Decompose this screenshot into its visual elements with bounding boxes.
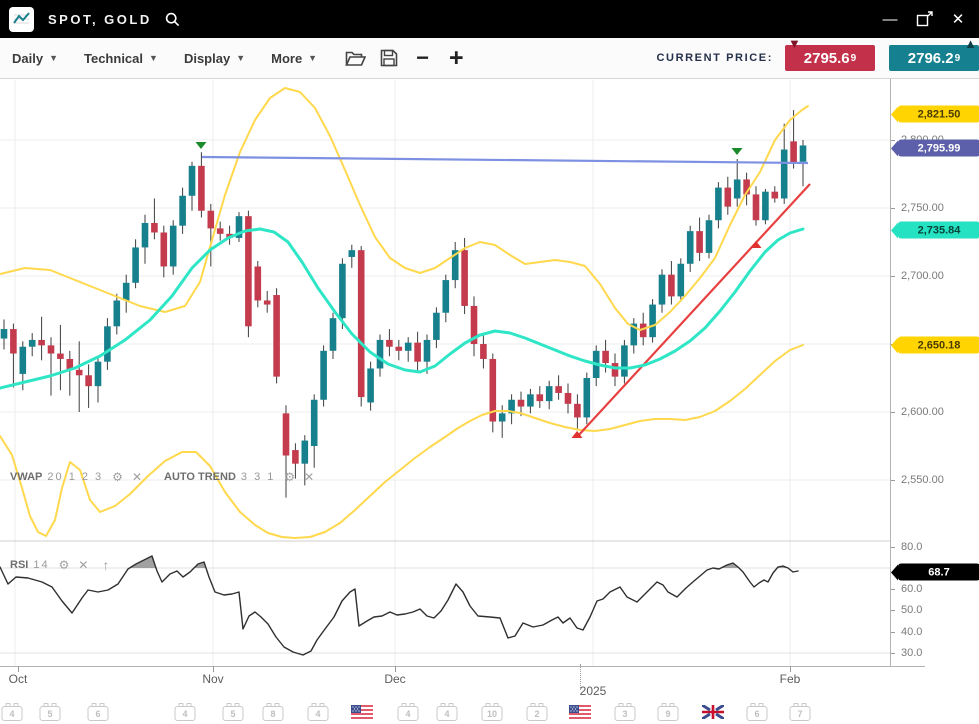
calendar-event-icon[interactable]: 6 [747,706,768,721]
open-folder-icon[interactable] [345,50,366,67]
vwap-name: VWAP [10,471,42,483]
rsi-value-tag: 68.7 [898,564,979,581]
month-label: Oct [9,672,28,686]
close-icon[interactable]: ✕ [132,470,142,484]
axis-tick [891,653,895,654]
save-icon[interactable] [380,49,398,67]
axis-tick [891,589,895,590]
axis-tick [891,208,895,209]
month-label: Dec [384,672,405,686]
bid-price-box[interactable]: ▼ 2795.69 [785,45,875,71]
ask-price: 2796.2 [908,50,954,67]
vwap-params: 20 1 2 3 [47,471,103,483]
calendar-event-icon[interactable]: 3 [615,706,636,721]
chevron-down-icon: ▼ [49,53,58,63]
app-logo-icon [9,7,34,32]
arrow-up-icon[interactable]: ↑ [102,557,109,573]
calendar-event-icon[interactable]: 4 [398,706,419,721]
price-tag: 2,821.50 [898,106,979,123]
minimize-button[interactable]: — [881,10,899,28]
rsi-tick-label: 50.0 [901,604,922,616]
gear-icon[interactable]: ⚙ [284,470,295,484]
price-tag: 2,735.84 [898,222,979,239]
arrow-down-icon: ▼ [788,37,801,50]
search-icon[interactable] [165,12,180,27]
gear-icon[interactable]: ⚙ [112,470,123,484]
rsi-tick-label: 80.0 [901,541,922,553]
price-tag: 2,795.99 [898,140,979,157]
calendar-event-icon[interactable]: 5 [40,706,61,721]
chevron-down-icon: ▼ [236,53,245,63]
close-button[interactable]: ✕ [949,10,967,28]
toolbar: Daily ▼ Technical ▼ Display ▼ More ▼ − +… [0,38,979,79]
axis-tick [891,632,895,633]
rsi-name: RSI [10,559,28,571]
price-tick-label: 2,750.00 [901,202,944,214]
time-axis-line [0,666,925,667]
vwap-indicator-label: VWAP 20 1 2 3 ⚙ ✕ AUTO TREND 3 3 1 ⚙ ✕ [10,470,314,484]
price-tag: 2,650.18 [898,337,979,354]
menu-daily[interactable]: Daily ▼ [12,51,72,66]
month-label: Nov [202,672,223,686]
menu-display[interactable]: Display ▼ [184,51,259,66]
rsi-indicator-label: RSI 14 ⚙ ✕ ↑ [10,557,109,573]
axis-tick [891,610,895,611]
month-label: 2025 [580,684,607,698]
calendar-event-icon[interactable]: 7 [790,706,811,721]
calendar-event-icon[interactable]: 4 [2,706,23,721]
rsi-tick-label: 40.0 [901,626,922,638]
calendar-event-icon[interactable]: 5 [223,706,244,721]
calendar-event-icon[interactable]: 10 [482,706,503,721]
chevron-down-icon: ▼ [308,53,317,63]
auto-trend-params: 3 3 1 [241,471,275,483]
axis-tick [891,412,895,413]
rsi-tick-label: 60.0 [901,583,922,595]
symbol-title: SPOT, GOLD [48,12,152,27]
chevron-down-icon: ▼ [149,53,158,63]
zoom-in-button[interactable]: + [449,46,464,71]
menu-more[interactable]: More ▼ [271,51,331,66]
month-label: Feb [780,672,801,686]
candlestick-chart[interactable] [0,79,890,667]
price-tick-label: 2,550.00 [901,474,944,486]
calendar-event-icon[interactable]: 4 [437,706,458,721]
chart-area[interactable] [0,79,890,667]
current-price-label: CURRENT PRICE: [656,52,773,64]
menu-technical[interactable]: Technical ▼ [84,51,172,66]
menu-display-label: Display [184,51,230,66]
price-tick-label: 2,700.00 [901,270,944,282]
menu-technical-label: Technical [84,51,143,66]
economic-calendar-row: 4 5 6 4 5 8 4 4 4 10 2 3 9 6 7 [0,700,979,723]
menu-more-label: More [271,51,302,66]
axis-tick [891,480,895,481]
calendar-event-icon[interactable]: 4 [175,706,196,721]
gear-icon[interactable]: ⚙ [59,558,70,572]
rsi-tick-label: 30.0 [901,647,922,659]
rsi-params: 14 [33,559,49,571]
title-bar: SPOT, GOLD — ✕ [0,0,979,38]
calendar-event-icon[interactable]: 4 [308,706,329,721]
calendar-event-icon[interactable]: 9 [658,706,679,721]
auto-trend-name: AUTO TREND [164,471,236,483]
uk-flag-icon[interactable] [702,705,724,719]
close-icon[interactable]: ✕ [304,470,314,484]
ask-price-box[interactable]: ▲ 2796.29 [889,45,979,71]
price-tick-label: 2,600.00 [901,406,944,418]
axis-tick [891,547,895,548]
us-flag-icon[interactable] [569,705,591,719]
calendar-event-icon[interactable]: 2 [527,706,548,721]
close-icon[interactable]: ✕ [78,558,88,572]
zoom-out-button[interactable]: − [416,47,429,69]
us-flag-icon[interactable] [351,705,373,719]
bid-price: 2795.6 [804,50,850,67]
menu-daily-label: Daily [12,51,43,66]
calendar-event-icon[interactable]: 8 [263,706,284,721]
restore-window-button[interactable] [915,10,933,28]
price-axis[interactable]: 2,800.002,750.002,700.002,650.002,600.00… [890,79,979,666]
axis-tick [891,276,895,277]
arrow-up-icon: ▲ [964,37,977,50]
calendar-event-icon[interactable]: 6 [88,706,109,721]
